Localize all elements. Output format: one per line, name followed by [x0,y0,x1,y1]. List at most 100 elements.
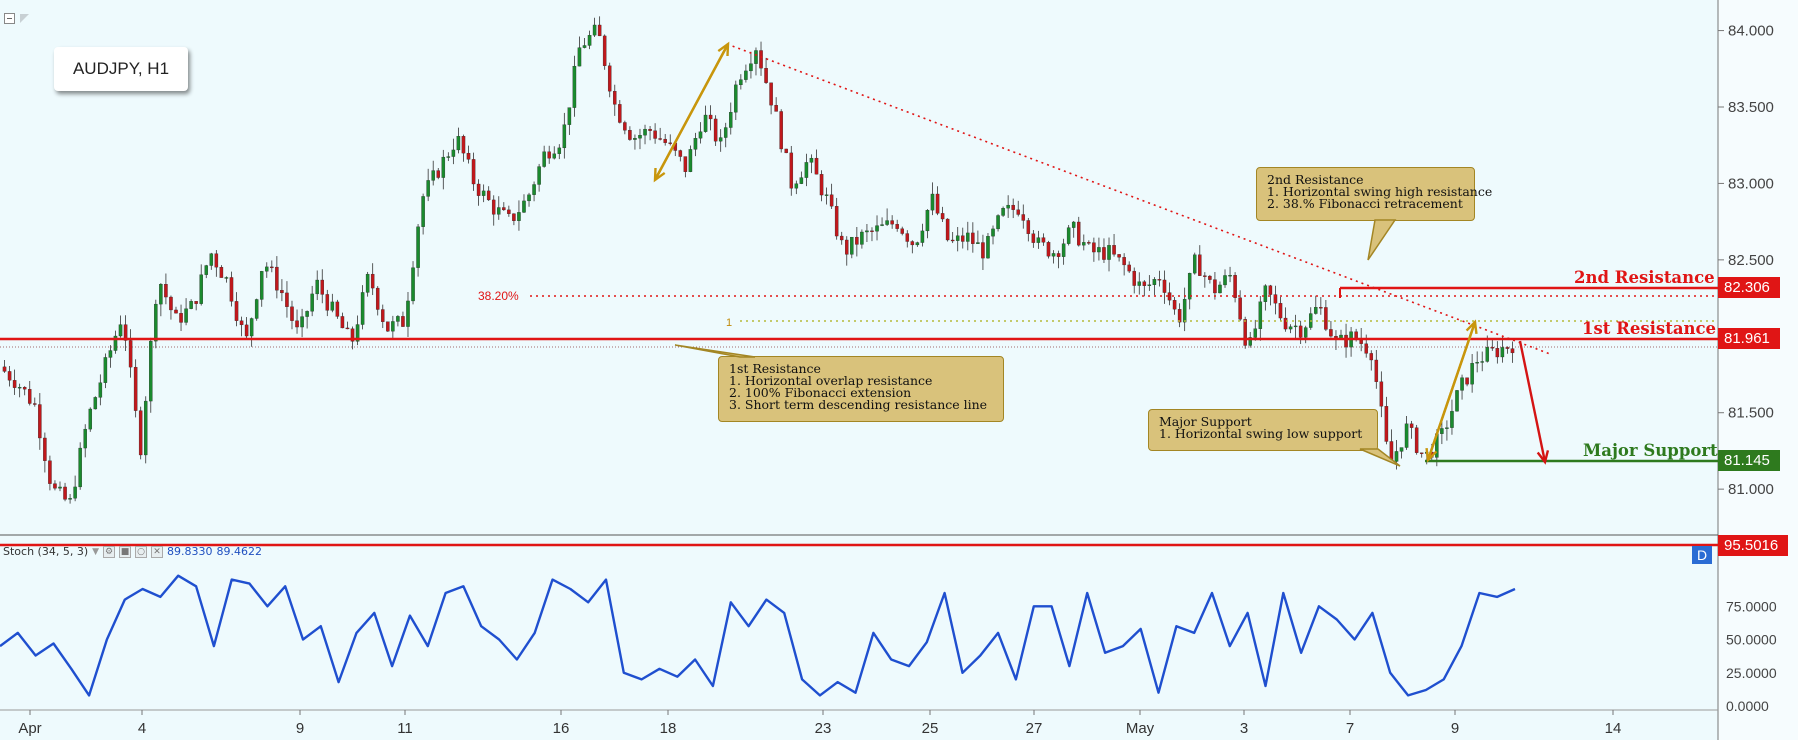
note-title: Major Support [1159,414,1252,429]
note-line: 1. Horizontal overlap resistance [729,373,933,388]
candle-body [386,321,390,332]
time-tick-label: 9 [1451,720,1459,737]
candle-body [1187,272,1192,300]
candle-body [668,142,672,144]
candle-body [1127,264,1131,272]
candle-body [27,389,32,404]
candle-body [1384,406,1389,442]
candle-body [1218,284,1222,294]
candle-body [17,386,22,389]
candle-body [259,271,264,300]
candle-body [1041,237,1046,243]
candle-body [1162,279,1167,293]
candle-body [729,112,733,128]
candle-body [1480,361,1484,363]
interval-badge[interactable]: D [1692,546,1712,564]
first-note-tail [674,344,756,358]
candle-body [905,233,910,242]
candle-body [1293,325,1298,328]
candle-body [123,324,128,341]
candle-body [128,340,133,368]
price-tick-label: 81.500 [1728,405,1774,422]
candle-body [537,166,541,185]
candle-body [1475,362,1479,364]
candle-body [1258,301,1263,329]
candle-body [159,284,163,305]
first-resistance-note: 1st Resistance 1. Horizontal overlap res… [718,356,1004,422]
candle-body [431,170,435,181]
candle-body [1192,254,1197,274]
candle-body [814,157,819,175]
candle-body [582,45,587,48]
hide-icon[interactable]: ○ [135,545,148,558]
candle-body [1177,309,1182,323]
candle-body [1026,220,1031,234]
candle-body [315,279,319,295]
flag-icon[interactable] [19,9,30,23]
candle-body [910,241,915,246]
second-resistance-price-tag: 82.306 [1718,277,1780,298]
candle-body [991,228,995,237]
candle-body [2,366,7,372]
candle-body [885,220,889,225]
candle-body [254,299,259,319]
note-line: 1. Horizontal swing low support [1159,426,1363,441]
candle-body [194,301,198,304]
format-icon[interactable]: ■ [119,545,132,558]
candle-body [744,70,748,80]
candle-body [577,47,582,67]
time-tick-label: 7 [1346,720,1354,737]
stoch-tick-label: 25.0000 [1726,665,1777,681]
candle-body [224,277,229,279]
corner-controls [4,9,30,24]
time-tick-label: 3 [1240,720,1248,737]
candle-body [1172,299,1177,310]
candle-body [602,35,607,66]
candle-body [1021,214,1026,221]
swing-arrow-down-2 [1426,321,1477,461]
candle-body [471,159,476,185]
settings-icon[interactable]: ⚙ [103,545,116,558]
candle-body [486,190,491,201]
symbol-label: AUDJPY, H1 [54,47,188,91]
candle-body [1097,247,1101,253]
stoch-layer [0,574,1516,697]
close-icon[interactable]: ✕ [151,545,164,558]
stoch-value-k: 89.8330 [167,545,213,558]
stoch-value-d: 89.4622 [216,545,263,558]
candle-body [935,193,940,214]
candle-body [214,253,219,268]
time-tick-label: 27 [1026,720,1043,737]
candle-body [154,303,158,342]
candle-body [1445,427,1449,429]
candle-body [416,226,420,268]
candle-body [1460,377,1464,391]
candle-body [381,309,385,322]
candle-body [734,84,738,113]
swing-arrow-down-2-head [1425,447,1438,463]
candle-body [895,224,899,229]
candle-body [365,273,370,293]
candle-body [426,180,430,197]
dropdown-icon[interactable]: ▼ [92,546,100,557]
candle-body [648,128,652,131]
candle-body [986,236,990,259]
candle-body [396,316,400,322]
candle-body [945,218,950,241]
candle-body [1066,227,1071,244]
candle-body [265,266,269,272]
candle-body [1031,233,1036,243]
candle-body [138,410,143,456]
candle-body [1051,253,1056,257]
candle-body [446,156,451,158]
candle-body [850,236,854,255]
candle-body [290,306,294,321]
candle-body [764,68,768,83]
candle-body [1399,447,1404,452]
candle-body [532,184,536,195]
candle-body [769,82,773,106]
candle-body [169,296,173,311]
candle-body [1132,270,1136,286]
collapse-icon[interactable] [4,9,15,24]
